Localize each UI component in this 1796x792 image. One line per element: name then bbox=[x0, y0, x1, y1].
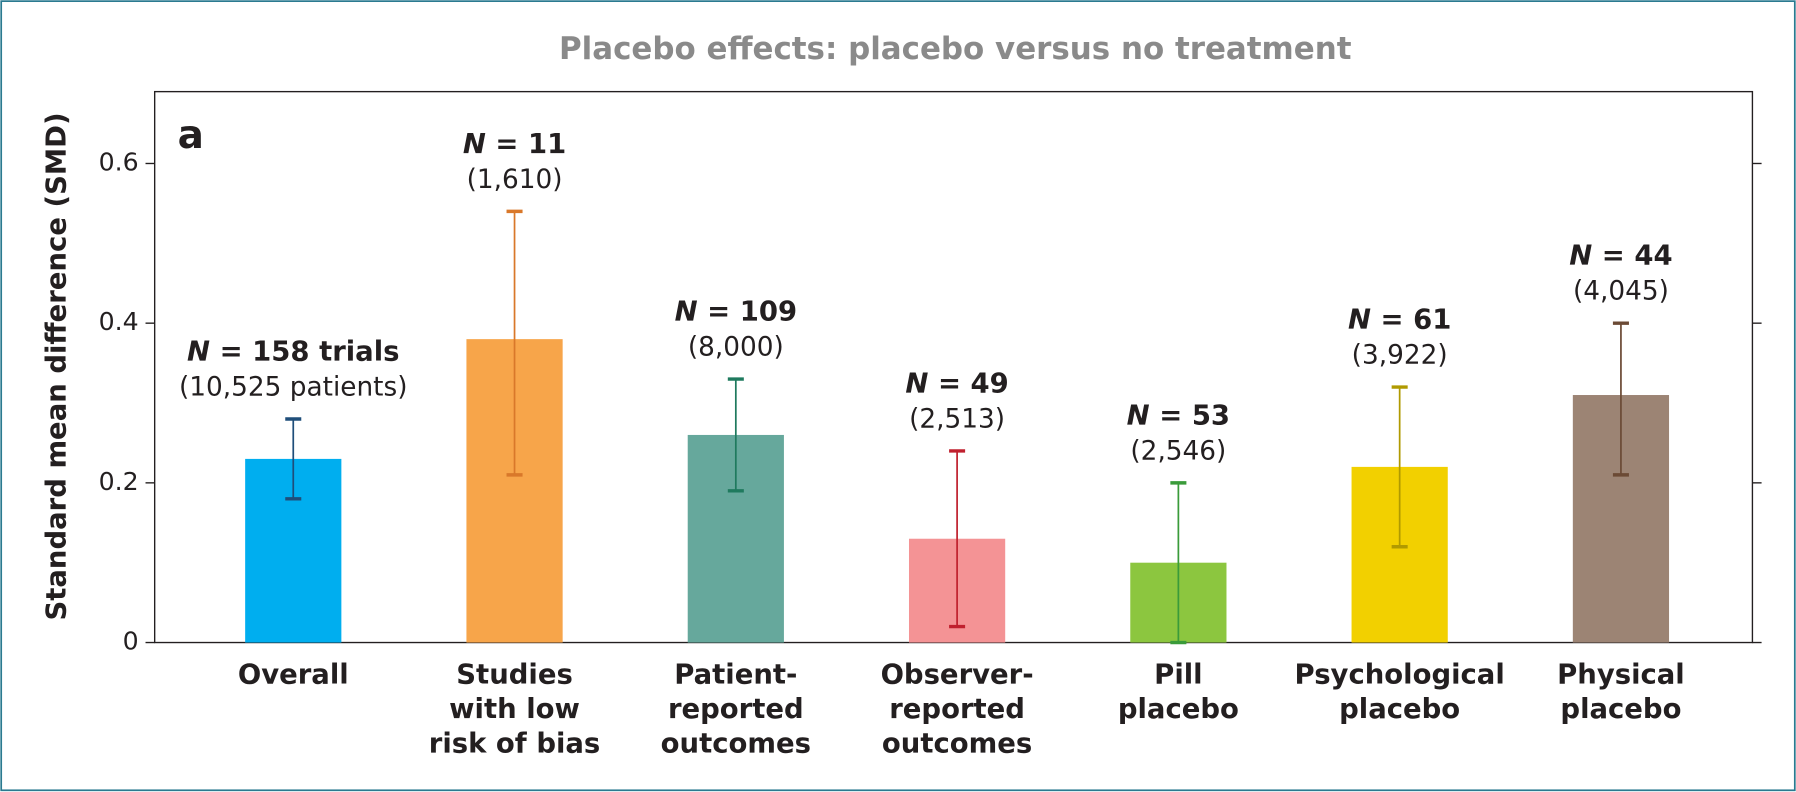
annotation-count: N = 109 bbox=[675, 296, 797, 328]
x-tick-label: Physical bbox=[1557, 659, 1685, 691]
panel-label: a bbox=[178, 113, 204, 158]
x-tick-label: Overall bbox=[238, 659, 349, 691]
x-tick-label: placebo bbox=[1339, 693, 1460, 725]
x-tick-label: Observer- bbox=[881, 659, 1034, 691]
x-tick-label: Psychological bbox=[1295, 659, 1505, 691]
x-tick-label: with low bbox=[449, 693, 580, 725]
chart-title: Placebo effects: placebo versus no treat… bbox=[559, 31, 1352, 67]
y-tick-label: 0 bbox=[123, 627, 139, 656]
annotation-patients: (10,525 patients) bbox=[179, 373, 407, 403]
x-tick-label: outcomes bbox=[882, 727, 1032, 759]
annotation-patients: (2,513) bbox=[909, 404, 1005, 434]
annotation-count: N = 11 bbox=[463, 128, 566, 160]
annotation-patients: (8,000) bbox=[688, 333, 784, 363]
annotation-count: N = 44 bbox=[1569, 240, 1672, 272]
annotation-count: N = 158 trials bbox=[187, 336, 399, 368]
x-tick-label: outcomes bbox=[661, 727, 811, 759]
y-tick-label: 0.2 bbox=[99, 467, 139, 496]
x-tick-label: risk of bias bbox=[429, 727, 601, 759]
annotation-patients: (3,922) bbox=[1352, 341, 1448, 371]
x-tick-label: Studies bbox=[456, 659, 573, 691]
annotation-count: N = 61 bbox=[1348, 304, 1451, 336]
x-tick-label: placebo bbox=[1118, 693, 1239, 725]
x-tick-label: Pill bbox=[1154, 659, 1202, 691]
annotation-count: N = 49 bbox=[905, 367, 1008, 399]
annotation-patients: (2,546) bbox=[1130, 436, 1226, 466]
y-tick-label: 0.4 bbox=[99, 307, 139, 336]
x-tick-label: reported bbox=[668, 693, 804, 725]
x-tick-label: Patient- bbox=[674, 659, 797, 691]
y-axis-label: Standard mean difference (SMD) bbox=[40, 112, 72, 620]
annotation-patients: (4,045) bbox=[1573, 277, 1669, 307]
annotation-patients: (1,610) bbox=[467, 165, 563, 195]
annotation-count: N = 53 bbox=[1127, 399, 1230, 431]
x-tick-label: reported bbox=[889, 693, 1025, 725]
x-tick-label: placebo bbox=[1560, 693, 1681, 725]
y-tick-label: 0.6 bbox=[99, 147, 139, 176]
